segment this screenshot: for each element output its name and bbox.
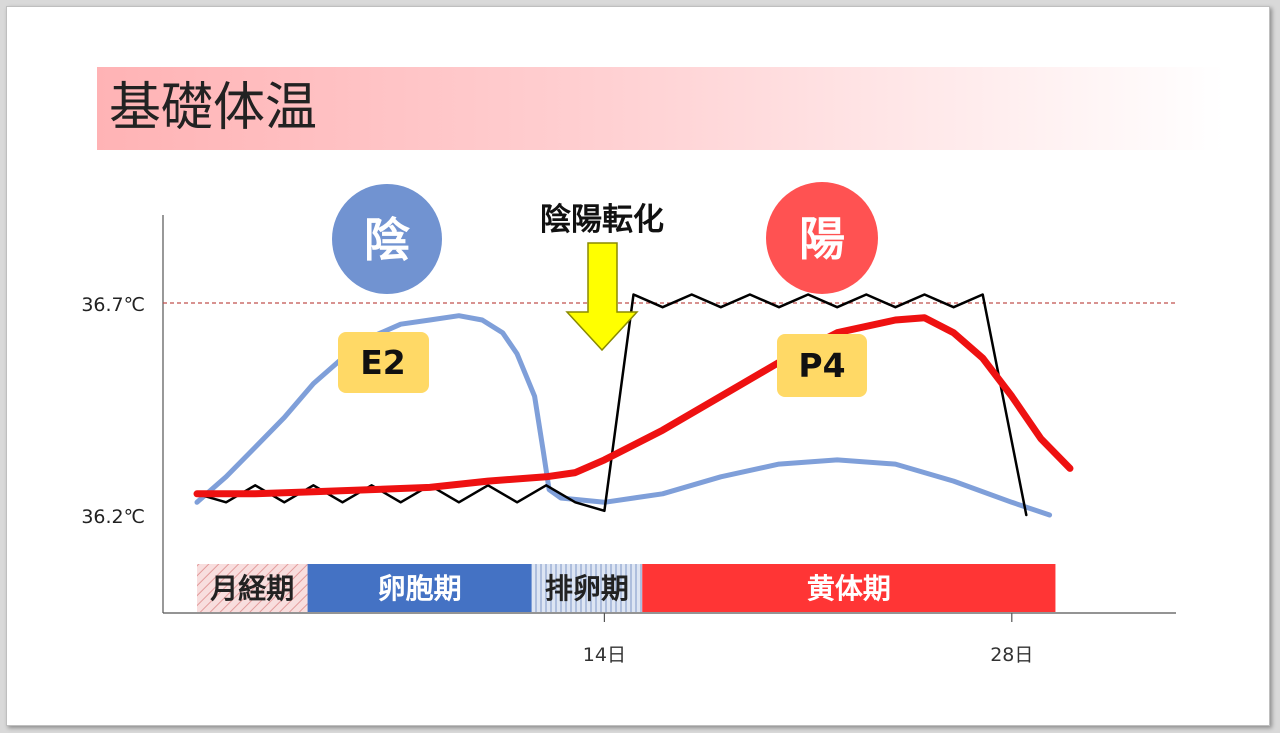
transition-arrow [565, 242, 639, 352]
yang-circle [766, 182, 878, 294]
yang-label: 陽 [799, 212, 845, 266]
phase-band-3 [642, 564, 1056, 612]
phase-label-1: 卵胞期 [378, 572, 462, 605]
x-tick-label-0: 14日 [583, 644, 626, 666]
series-line-2 [195, 293, 1028, 517]
e2-badge [338, 332, 429, 393]
y-tick-label-1: 36.2℃ [81, 506, 145, 528]
phase-band-1 [307, 564, 532, 612]
e2-label: E2 [360, 343, 406, 382]
x-tick-label-1: 28日 [990, 644, 1033, 666]
series-line-1 [193, 314, 1074, 498]
transition-label: 陰陽転化 [540, 202, 664, 238]
yin-circle [332, 184, 442, 294]
phase-band-0 [197, 564, 308, 612]
phase-band-2 [531, 564, 643, 612]
y-tick-label-0: 36.7℃ [81, 294, 145, 316]
phase-label-2: 排卵期 [545, 572, 629, 605]
title-bar: 基礎体温 [97, 67, 1225, 150]
phase-label-0: 月経期 [209, 572, 294, 605]
page-title: 基礎体温 [109, 78, 318, 138]
p4-label: P4 [798, 346, 845, 385]
p4-badge [777, 334, 867, 397]
yin-label: 陰 [364, 213, 411, 267]
series-line-0 [194, 313, 1053, 518]
phase-label-3: 黄体期 [807, 572, 891, 605]
